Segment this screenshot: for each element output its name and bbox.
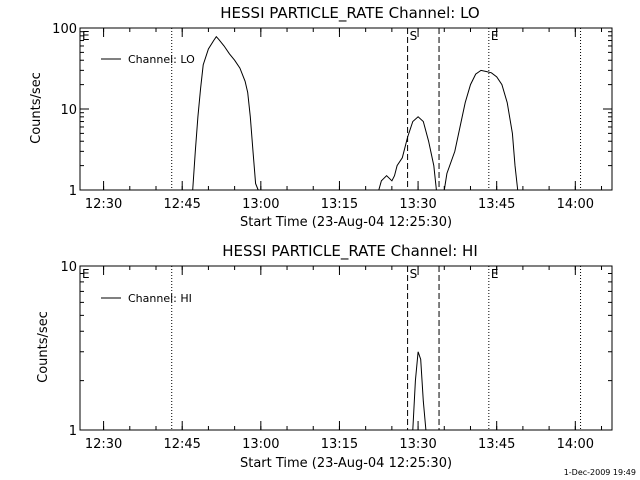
x-tick-label: 13:00 [242, 197, 279, 212]
marker-label: E [491, 267, 499, 281]
x-tick-label: 12:45 [163, 437, 200, 452]
legend-entry: Channel: LO [128, 53, 195, 66]
legend: Channel: LO [101, 53, 195, 66]
chart-panel-hi: HESSI PARTICLE_RATE Channel: HI Counts/s… [36, 242, 613, 471]
x-tick-label: 13:15 [321, 197, 358, 212]
marker-label: S [410, 267, 418, 281]
x-tick-label: 13:45 [478, 437, 515, 452]
y-tick-label: 1 [69, 184, 77, 199]
y-axis-label: Counts/sec [36, 311, 51, 383]
x-tick-label: 13:00 [242, 437, 279, 452]
chart-title: HESSI PARTICLE_RATE Channel: HI [222, 242, 478, 261]
chart-title: HESSI PARTICLE_RATE Channel: LO [220, 4, 479, 23]
marker-label: E [82, 267, 90, 281]
marker-label: E [491, 29, 499, 43]
y-tick-label: 100 [52, 22, 77, 37]
x-tick-label: 13:45 [478, 197, 515, 212]
x-tick-label: 13:30 [399, 197, 436, 212]
x-tick-label: 12:30 [85, 437, 122, 452]
x-axis-label: Start Time (23-Aug-04 12:25:30) [240, 456, 452, 471]
series-line-segment [192, 35, 259, 191]
series-line-segment [378, 116, 437, 191]
x-tick-label: 12:30 [85, 197, 122, 212]
x-axis-label: Start Time (23-Aug-04 12:25:30) [240, 215, 452, 230]
footer-timestamp: 1-Dec-2009 19:49 [564, 468, 636, 477]
y-tick-label: 10 [60, 103, 77, 118]
chart-panel-lo: HESSI PARTICLE_RATE Channel: LO Counts/s… [29, 4, 613, 230]
series-line-segment [412, 351, 427, 431]
legend: Channel: HI [101, 292, 192, 305]
marker-label: S [410, 29, 418, 43]
x-tick-label: 13:30 [399, 437, 436, 452]
series-line-segment [443, 69, 519, 191]
legend-entry: Channel: HI [128, 292, 192, 305]
x-tick-label: 14:00 [557, 197, 594, 212]
y-tick-label: 1 [69, 424, 77, 439]
x-tick-label: 13:15 [321, 437, 358, 452]
y-tick-label: 10 [60, 260, 77, 275]
marker-label: E [82, 29, 90, 43]
y-axis-label: Counts/sec [29, 72, 44, 144]
x-tick-label: 12:45 [163, 197, 200, 212]
x-tick-label: 14:00 [557, 437, 594, 452]
